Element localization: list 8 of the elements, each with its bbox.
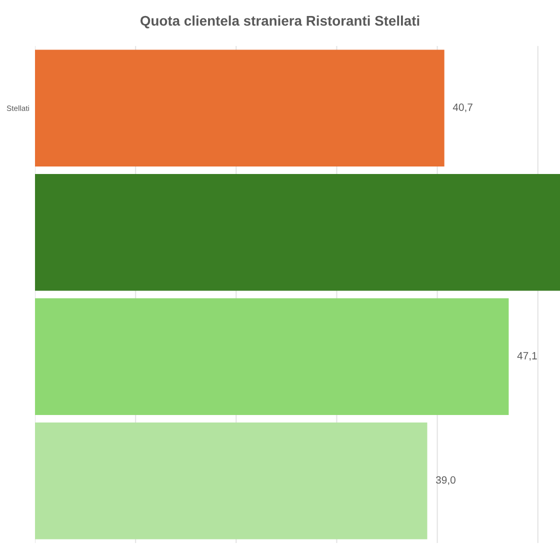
data-label: 47,1 <box>517 352 537 361</box>
data-label: 40,7 <box>452 104 472 112</box>
chart-title: Quota clientela straniera Ristoranti Stellati <box>140 16 420 28</box>
bar <box>35 174 560 291</box>
bar <box>35 422 428 540</box>
data-label: 39,0 <box>436 476 456 485</box>
bar <box>35 298 509 416</box>
bar <box>35 50 444 167</box>
